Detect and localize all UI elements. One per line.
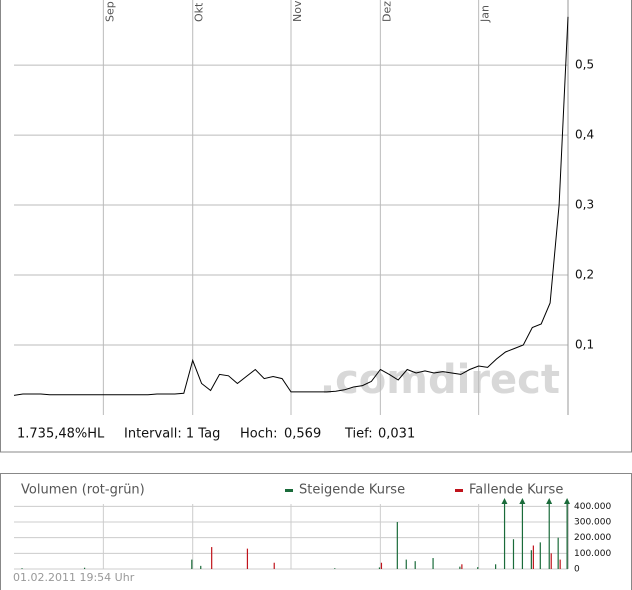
volume-bar: [548, 500, 550, 569]
volume-bar: [432, 558, 434, 569]
volume-bar: [83, 567, 86, 569]
volume-bar: [512, 539, 515, 569]
low-value: 0,031: [378, 427, 415, 442]
high-label: Hoch:: [240, 427, 278, 442]
performance: 1.735,48%HL: [17, 427, 105, 442]
volume-bar: [539, 542, 541, 569]
price-line: [13, 16, 569, 396]
y-tick-label: 0,4: [575, 128, 594, 142]
volume-bar: [21, 568, 23, 569]
timestamp: 01.02.2011 19:54 Uhr: [13, 571, 135, 584]
y-tick-label: 0,1: [575, 338, 594, 352]
volume-bar: [495, 564, 497, 569]
volume-bar: [414, 561, 416, 569]
high-value: 0,569: [284, 427, 321, 442]
low-label: Tief:: [344, 427, 373, 442]
volume-bar: [396, 522, 398, 569]
y-tick-label: 0,5: [575, 58, 594, 72]
volume-bar: [334, 568, 336, 569]
legend-label: Steigende Kurse: [299, 483, 405, 498]
x-tick-label: Jan: [479, 5, 492, 23]
volume-bar: [380, 562, 383, 569]
y-tick-label: 0: [574, 565, 580, 575]
x-tick-label: Dez: [380, 1, 393, 22]
volume-bar: [378, 567, 381, 569]
watermark: .comdirect: [320, 357, 560, 403]
volume-bar: [566, 500, 568, 569]
volume-bar: [273, 562, 275, 569]
y-tick-label: 100.000: [574, 549, 611, 559]
overflow-arrow: [501, 498, 508, 504]
volume-bar: [211, 547, 213, 569]
volume-bar: [521, 500, 524, 569]
volume-bar: [559, 559, 561, 569]
y-tick-label: 0,3: [575, 198, 594, 212]
overflow-arrow: [546, 498, 553, 504]
y-tick-label: 200.000: [574, 533, 611, 543]
legend-swatch: [285, 489, 293, 492]
legend-swatch: [455, 489, 463, 492]
overflow-arrow: [564, 498, 570, 504]
x-tick-label: Sep: [103, 1, 116, 22]
x-tick-label: Okt: [193, 2, 206, 22]
volume-bar: [461, 564, 463, 569]
overflow-arrow: [519, 498, 526, 504]
volume-bar: [477, 567, 479, 569]
x-tick-label: Nov: [291, 0, 304, 22]
volume-bar: [550, 553, 552, 569]
y-tick-label: 400.000: [574, 502, 611, 512]
volume-bar: [459, 566, 461, 569]
volume-bar: [503, 500, 506, 569]
volume-bar: [191, 559, 193, 569]
volume-bar: [246, 548, 249, 569]
volume-bar: [557, 537, 559, 569]
volume-bar: [200, 565, 202, 569]
y-tick-label: 300.000: [574, 518, 611, 528]
y-tick-label: 0,2: [575, 268, 594, 282]
volume-bar: [405, 559, 407, 569]
volume-bar: [530, 550, 532, 569]
legend-label: Fallende Kurse: [469, 483, 563, 498]
volume-bar: [532, 545, 534, 569]
interval: Intervall: 1 Tag: [124, 427, 220, 442]
volume-title: Volumen (rot-grün): [21, 483, 145, 498]
